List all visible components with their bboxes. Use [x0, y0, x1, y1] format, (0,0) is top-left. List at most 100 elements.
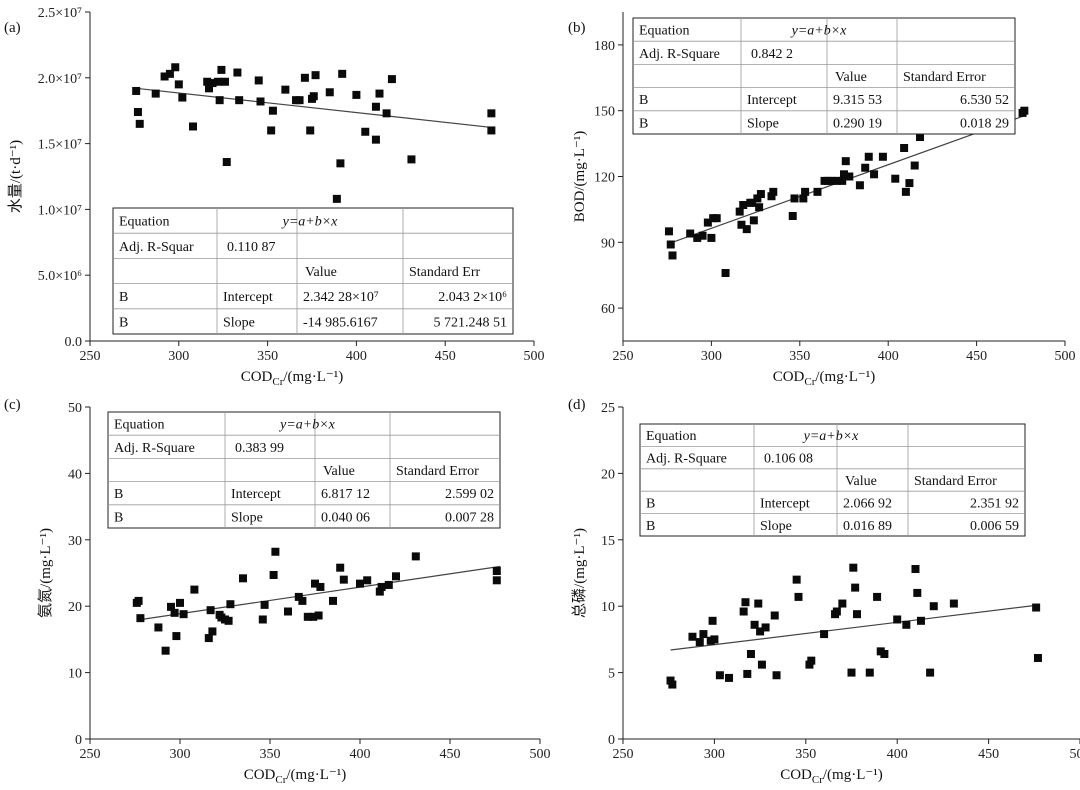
data-point [767, 192, 776, 201]
data-point [338, 69, 347, 78]
stats-table: Equation y=a+b×x Adj. R-Square 0.383 99 Valu… [107, 411, 501, 529]
y-tick-label: 15 [601, 534, 615, 549]
y-tick-label: 20 [68, 600, 82, 615]
x-tick-label: 450 [435, 349, 456, 364]
data-point [913, 588, 922, 597]
stats-adj-r2-label: Adj. R-Square [646, 452, 727, 467]
stats-row-param: Slope [760, 519, 792, 534]
x-axis-title: CODCr/(mg·L⁻¹) [244, 767, 347, 786]
stats-row-se: 6.530 52 [960, 93, 1009, 108]
data-point [845, 172, 854, 181]
x-tick-label: 450 [440, 747, 461, 762]
data-point [864, 152, 873, 161]
stats-row-name: B [114, 487, 123, 502]
data-point [769, 187, 778, 196]
data-point [208, 79, 217, 88]
stats-col-value: Value [835, 70, 867, 85]
x-tick-label: 300 [170, 747, 191, 762]
data-point [298, 596, 307, 605]
data-point [339, 575, 348, 584]
data-point [371, 102, 380, 111]
y-tick-label: 1.5×10⁷ [38, 138, 82, 153]
y-tick-label: 20 [601, 467, 615, 482]
data-point [220, 77, 229, 86]
x-tick-label: 500 [530, 747, 551, 762]
stats-adj-r2-value: 0.110 87 [227, 240, 275, 255]
x-tick-label: 450 [966, 349, 987, 364]
x-tick-label: 350 [260, 747, 281, 762]
stats-row-name: B [639, 116, 648, 131]
y-tick-label: 90 [601, 236, 615, 251]
stats-row-name: B [639, 93, 648, 108]
y-tick-label: 180 [594, 39, 615, 54]
y-tick-label: 40 [68, 467, 82, 482]
data-point [753, 194, 762, 203]
data-point [222, 158, 231, 167]
data-point [375, 587, 384, 596]
data-point [356, 579, 364, 588]
data-point [377, 582, 386, 591]
y-axis-title: 水量/(t·d⁻¹) [7, 140, 24, 213]
data-point [949, 599, 958, 608]
stats-table-border [639, 423, 1026, 537]
data-point [487, 126, 496, 135]
data-point [203, 77, 212, 86]
data-point [748, 198, 757, 207]
x-tick-label: 350 [257, 349, 278, 364]
stats-adj-r2-label: Adj. R-Square [114, 441, 195, 456]
data-point [794, 592, 803, 601]
data-point [792, 575, 801, 584]
stats-equation-label: Equation [646, 429, 697, 444]
data-point [703, 218, 712, 227]
x-tick-label: 400 [878, 349, 899, 364]
data-point [739, 607, 748, 616]
data-point [1033, 653, 1042, 662]
data-point [314, 611, 323, 620]
y-tick-label: 0 [75, 733, 82, 748]
data-point [757, 660, 766, 669]
y-axis-title: BOD/(mg·L⁻¹) [572, 131, 588, 223]
stats-row-param: Intercept [223, 290, 273, 305]
data-point [363, 576, 372, 585]
x-tick-label: 500 [1055, 349, 1076, 364]
data-point [281, 85, 290, 94]
data-point [267, 126, 276, 135]
data-point [284, 607, 292, 616]
stats-row-name: B [119, 290, 128, 305]
stats-row-value: 0.016 89 [843, 519, 892, 534]
data-point [161, 646, 170, 655]
stats-row-param: Slope [231, 510, 263, 525]
data-point [316, 582, 325, 591]
data-point [849, 563, 858, 572]
data-point [217, 65, 226, 74]
data-point [695, 638, 704, 647]
data-point [750, 620, 759, 629]
data-point [686, 229, 695, 238]
data-point [226, 600, 235, 609]
data-point [861, 163, 870, 172]
data-point [788, 211, 797, 220]
data-point [256, 97, 265, 106]
y-tick-label: 5 [608, 667, 615, 682]
data-point [239, 574, 247, 583]
data-point [737, 220, 746, 229]
data-point [295, 96, 304, 105]
stats-row-se: 2.043 2×10⁶ [438, 290, 507, 305]
data-point [204, 84, 213, 93]
data-point [271, 547, 280, 556]
data-point [336, 159, 345, 168]
data-point [1032, 603, 1041, 612]
y-axis-title: 氨氮/(mg·L⁻¹) [37, 528, 54, 618]
fit-line [670, 604, 1040, 651]
data-point [133, 108, 142, 117]
data-point [743, 669, 752, 678]
data-point [770, 611, 779, 620]
y-tick-label: 30 [68, 534, 82, 549]
data-point [855, 181, 864, 190]
fit-line [136, 87, 495, 129]
data-point [880, 650, 889, 659]
x-tick-label: 300 [168, 349, 189, 364]
stats-row-se: 2.599 02 [445, 487, 494, 502]
y-tick-label: 25 [601, 401, 615, 416]
